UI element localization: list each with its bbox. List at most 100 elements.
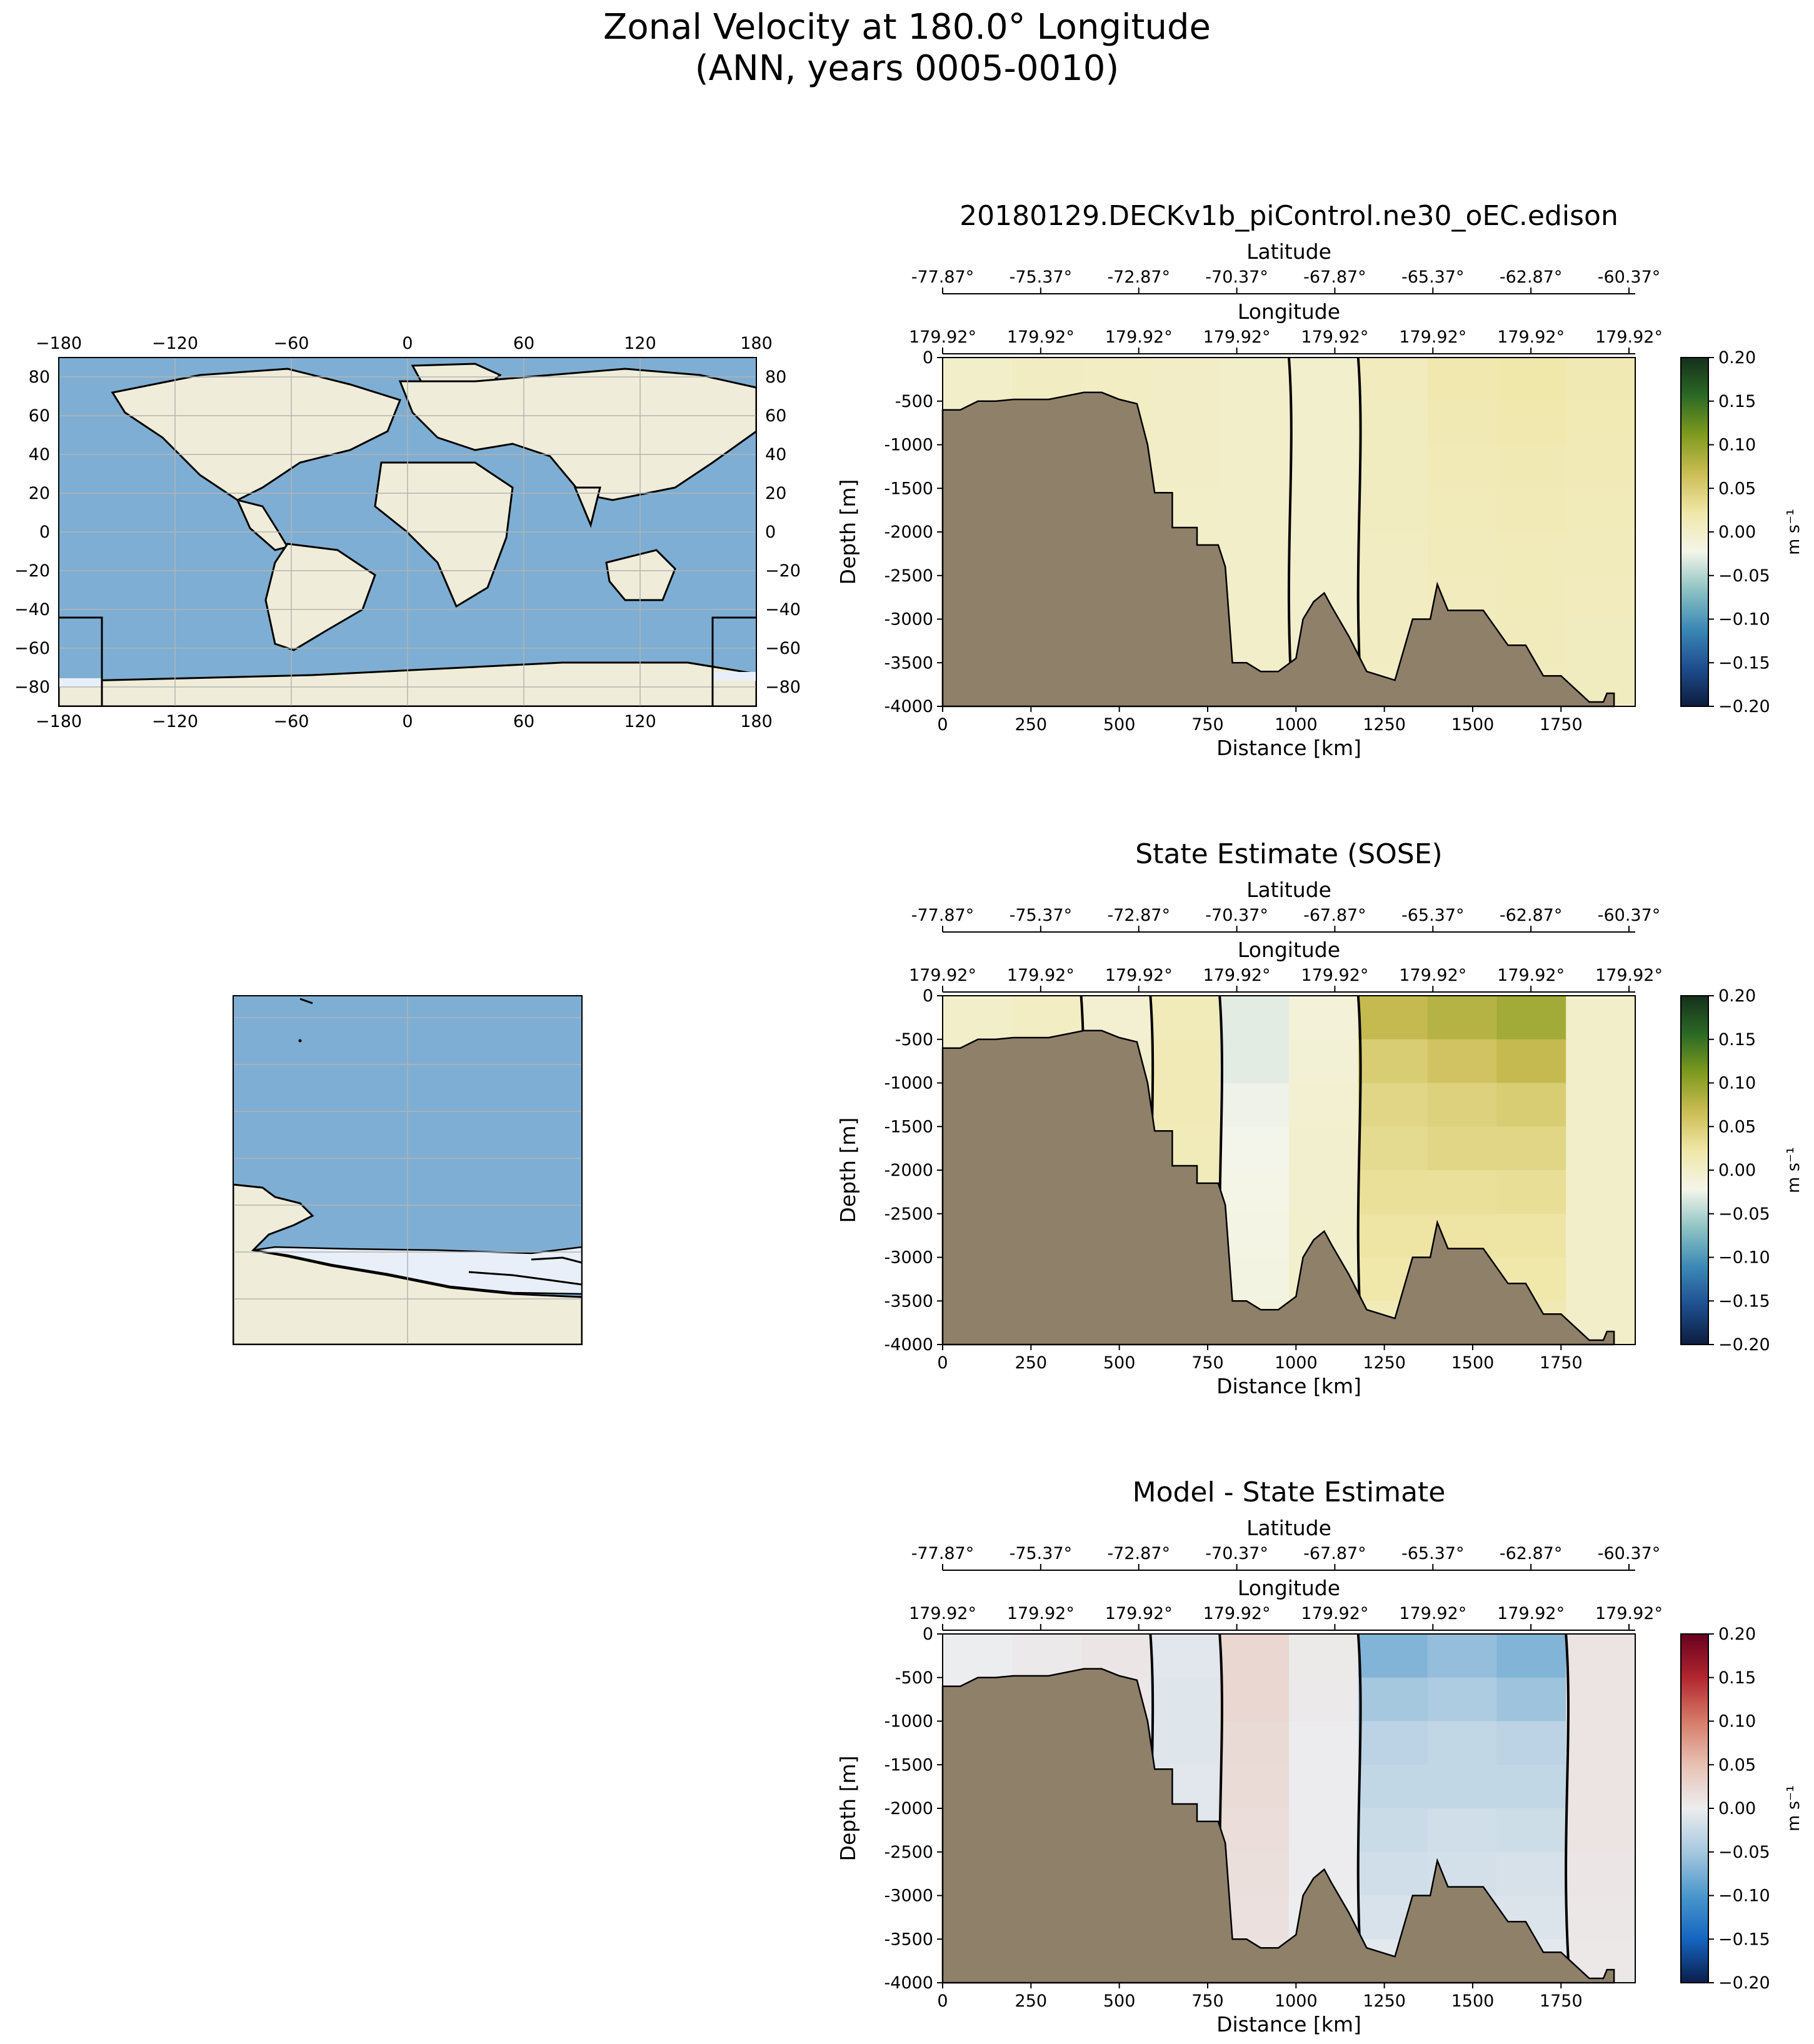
depth-tick-label: -4000 [884, 1335, 933, 1355]
heatmap-cell [1358, 575, 1428, 620]
depth-tick-label: -3500 [884, 1930, 933, 1949]
longitude-axis-label: Longitude [1238, 1576, 1340, 1600]
heatmap-cell [1150, 444, 1220, 489]
inset-gridlines [233, 996, 582, 1345]
heatmap-cell [1427, 444, 1498, 489]
colorbar-tick-label: 0.15 [1718, 392, 1756, 411]
heatmap-cell [1496, 1851, 1566, 1896]
longitude-tick-label: 179.92° [1007, 1604, 1075, 1623]
heatmap-cell [1566, 1257, 1636, 1302]
colorbar-tick-label: 0.20 [1718, 1625, 1756, 1644]
latitude-tick-label: -77.87° [911, 268, 975, 287]
heatmap-cell [1220, 488, 1290, 533]
longitude-tick-label: 179.92° [1497, 966, 1565, 985]
heatmap-cell [1566, 532, 1636, 576]
map-lat-tick-left: 80 [29, 368, 50, 387]
heatmap-cell [1220, 575, 1290, 620]
latitude-axis-label: Latitude [1246, 239, 1331, 264]
distance-tick-label: 250 [1015, 715, 1048, 734]
latitude-tick-label: -65.37° [1401, 1544, 1465, 1563]
heatmap-cell [1358, 358, 1428, 402]
latitude-tick-label: -62.87° [1500, 906, 1563, 925]
panel-model: 20180129.DECKv1b_piControl.ne30_oEC.edis… [960, 200, 1618, 232]
heatmap-cell [1358, 401, 1428, 446]
heatmap-cell [1496, 1677, 1566, 1722]
distance-tick-label: 1750 [1540, 1991, 1583, 2011]
heatmap-cell [1289, 996, 1359, 1040]
latitude-tick-label: -75.37° [1010, 1544, 1073, 1563]
colorbar-tick-label: 0.05 [1718, 479, 1756, 498]
longitude-tick-label: 179.92° [1497, 1604, 1565, 1623]
latitude-tick-label: -70.37° [1205, 1544, 1268, 1563]
map-section-box-west [59, 616, 103, 706]
heatmap-cell [1150, 401, 1220, 446]
heatmap-cell [1566, 996, 1636, 1040]
colorbar-tick-label: 0.10 [1718, 1074, 1756, 1093]
map-lon-tick-bottom: 120 [624, 712, 656, 731]
heatmap-cell [943, 358, 1013, 402]
distance-tick-label: 0 [937, 1991, 948, 2011]
heatmap-cell [1150, 1677, 1220, 1722]
map-lon-tick-top: 60 [513, 334, 534, 353]
map-lat-tick-left: 20 [29, 484, 50, 503]
longitude-tick-label: 179.92° [1301, 966, 1368, 985]
colorbar-tick-label: 0.00 [1718, 523, 1756, 542]
heatmap-cell [1150, 996, 1220, 1040]
latitude-tick-label: -70.37° [1205, 268, 1268, 287]
heatmap-cell [1220, 1765, 1290, 1809]
contour-line [1356, 357, 1363, 707]
map-lon-tick-top: −180 [36, 334, 82, 353]
heatmap-cell [1289, 1721, 1359, 1766]
heatmap-cell [1358, 532, 1428, 576]
depth-tick-label: -1500 [884, 1755, 933, 1775]
heatmap-cell [1289, 1039, 1359, 1084]
distance-tick-label: 1250 [1363, 715, 1406, 734]
latitude-axis-label: Latitude [1246, 878, 1331, 902]
latitude-tick-label: -77.87° [911, 1544, 975, 1563]
heatmap-cell [1358, 1677, 1428, 1722]
colorbar-tick-label: −0.05 [1718, 1843, 1770, 1862]
heatmap-cell [1220, 1126, 1290, 1171]
latitude-tick-label: -70.37° [1205, 906, 1268, 925]
heatmap-cell [1427, 996, 1498, 1040]
distance-tick-label: 1500 [1451, 1991, 1495, 2011]
distance-tick-label: 750 [1191, 1991, 1224, 2011]
distance-tick-label: 1750 [1540, 715, 1583, 734]
heatmap-cell [1011, 996, 1082, 1040]
heatmap-cell [1566, 619, 1636, 664]
heatmap-cell [1566, 444, 1636, 489]
heatmap-cell [1427, 1083, 1498, 1128]
heatmap-cell [1358, 1170, 1428, 1215]
heatmap-cell [1289, 1634, 1359, 1678]
heatmap-cell [1427, 1039, 1498, 1084]
heatmap-cell [1358, 1851, 1428, 1896]
heatmap-cell [1496, 1808, 1566, 1853]
heatmap-cell [1150, 1634, 1220, 1678]
heatmap-cell [1566, 1170, 1636, 1215]
map-lon-tick-bottom: 0 [402, 712, 413, 731]
distance-tick-label: 500 [1103, 1991, 1136, 2011]
longitude-tick-label: 179.92° [1203, 328, 1271, 347]
distance-tick-label: 0 [937, 1353, 948, 1373]
heatmap-cell [1566, 575, 1636, 620]
x-axis-label: Distance [km] [1216, 1374, 1361, 1398]
heatmap-cell [1150, 1083, 1220, 1128]
longitude-tick-label: 179.92° [1497, 328, 1565, 347]
distance-tick-label: 1000 [1275, 715, 1318, 734]
section-panel-1: 0 -500 -1000 -1500 -2000 -2500 -3000 -3500 -4000… [836, 878, 1803, 1398]
colorbar-tick-label: −0.05 [1718, 566, 1770, 586]
heatmap-cell [1566, 1213, 1636, 1258]
longitude-axis-label: Longitude [1238, 299, 1340, 324]
distance-tick-label: 0 [937, 715, 948, 734]
map-lon-tick-top: 180 [740, 334, 773, 353]
longitude-tick-label: 179.92° [1105, 966, 1173, 985]
heatmap-cell [943, 996, 1013, 1040]
heatmap-cell [1566, 488, 1636, 533]
colorbar-unit-label: m s⁻¹ [1784, 1785, 1803, 1831]
map-lat-tick-left: 40 [29, 445, 50, 464]
colorbar-tick-label: −0.10 [1718, 1886, 1770, 1906]
heatmap-cell [1289, 1765, 1359, 1809]
depth-tick-label: 0 [923, 348, 933, 368]
map-lat-tick-left: −40 [14, 600, 50, 619]
latitude-tick-label: -75.37° [1010, 906, 1073, 925]
